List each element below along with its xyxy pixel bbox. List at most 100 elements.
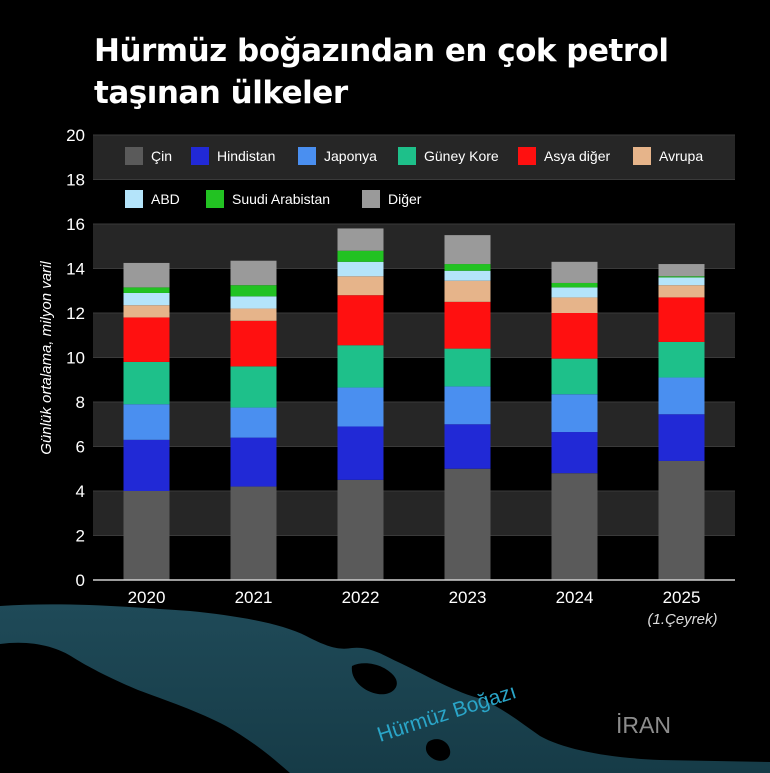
y-tick-label: 12 <box>66 304 85 323</box>
land-area <box>0 642 290 773</box>
bar-segment <box>230 486 277 580</box>
bar-segment <box>230 308 277 321</box>
bar-segment <box>444 264 491 271</box>
legend-label: Avrupa <box>659 148 703 164</box>
bar-segment <box>123 262 170 288</box>
bar-segment <box>658 264 705 277</box>
legend-label: Diğer <box>388 191 422 207</box>
y-tick-label: 6 <box>76 438 85 457</box>
bar-segment <box>337 261 384 277</box>
y-tick-label: 18 <box>66 171 85 190</box>
bar-segment <box>123 292 170 306</box>
bar-segment <box>444 424 491 469</box>
bar-segment <box>337 479 384 580</box>
legend-label: Asya diğer <box>544 148 610 164</box>
bar-segment <box>551 313 598 359</box>
y-axis-label: Günlük ortalama, milyon varil <box>38 261 55 455</box>
bar-segment <box>551 473 598 580</box>
legend-swatch <box>206 190 224 208</box>
legend-label: Suudi Arabistan <box>232 191 330 207</box>
bar-segment <box>230 296 277 309</box>
grid-band <box>93 491 735 536</box>
bar-segment <box>230 320 277 367</box>
bar-segment <box>658 297 705 342</box>
x-tick-label: 2024 <box>556 588 594 607</box>
bar-segment <box>230 285 277 297</box>
island <box>425 739 451 761</box>
bar-segment <box>230 366 277 408</box>
legend-label: Güney Kore <box>424 148 499 164</box>
legend-swatch <box>125 190 143 208</box>
bar-segment <box>658 377 705 415</box>
x-tick-label: 2025 <box>663 588 701 607</box>
x-tick-label: 2022 <box>342 588 380 607</box>
page-title: Hürmüz boğazından en çok petrol taşınan … <box>94 33 669 111</box>
bar-segment <box>658 285 705 298</box>
y-tick-label: 14 <box>66 260 85 279</box>
legend-label: Hindistan <box>217 148 275 164</box>
y-tick-label: 10 <box>66 349 85 368</box>
bar-segment <box>337 250 384 262</box>
bar-segment <box>444 270 491 281</box>
legend-label: ABD <box>151 191 180 207</box>
bar-segment <box>123 305 170 318</box>
bar-segment <box>337 426 384 480</box>
bar-segment <box>551 287 598 298</box>
bar-segment <box>551 432 598 474</box>
bar-segment <box>444 468 491 580</box>
bar-segment <box>337 345 384 388</box>
bar-segment <box>123 439 170 491</box>
grid <box>93 134 735 581</box>
legend-label: Çin <box>151 148 172 164</box>
x-tick-note: (1.Çeyrek) <box>647 611 717 628</box>
legend-swatch <box>125 147 143 165</box>
bar-segment <box>658 341 705 378</box>
bar-segment <box>337 295 384 346</box>
y-tick-label: 16 <box>66 215 85 234</box>
legend-swatch <box>518 147 536 165</box>
country-label: İRAN <box>616 712 671 738</box>
bar-segment <box>658 277 705 286</box>
legend-swatch <box>633 147 651 165</box>
map-background: Hürmüz Boğazı İRAN <box>0 604 770 773</box>
bar-segment <box>551 261 598 283</box>
grid-band <box>93 224 735 269</box>
bar-segment <box>337 228 384 251</box>
bar-segment <box>123 491 170 580</box>
bar-segment <box>230 407 277 438</box>
bar-segment <box>444 280 491 302</box>
x-tick-label: 2023 <box>449 588 487 607</box>
legend-swatch <box>298 147 316 165</box>
legend-swatch <box>362 190 380 208</box>
bars <box>123 228 705 580</box>
legend-label: Japonya <box>324 148 377 164</box>
bar-segment <box>123 287 170 293</box>
bar-segment <box>658 460 705 580</box>
island <box>351 663 397 695</box>
bar-segment <box>337 276 384 296</box>
bar-segment <box>658 414 705 461</box>
bar-segment <box>123 361 170 405</box>
y-tick-label: 8 <box>76 393 85 412</box>
bar-segment <box>444 235 491 265</box>
y-tick-label: 20 <box>66 126 85 145</box>
y-tick-label: 2 <box>76 527 85 546</box>
bar-segment <box>123 404 170 440</box>
bar-segment <box>230 260 277 286</box>
legend-swatch <box>191 147 209 165</box>
legend-swatch <box>398 147 416 165</box>
grid-band <box>93 313 735 358</box>
y-tick-label: 0 <box>76 571 85 590</box>
bar-segment <box>551 394 598 433</box>
bar-segment <box>551 282 598 288</box>
legend: Çin Hindistan Japonya Güney Kore Asya diğer A… <box>125 147 703 208</box>
bar-segment <box>230 437 277 487</box>
grid-band <box>93 402 735 447</box>
bar-segment <box>444 386 491 425</box>
bar-segment <box>123 317 170 362</box>
bar-segment <box>337 387 384 427</box>
bar-segment <box>551 358 598 395</box>
bar-segment <box>551 297 598 313</box>
x-tick-label: 2020 <box>128 588 166 607</box>
